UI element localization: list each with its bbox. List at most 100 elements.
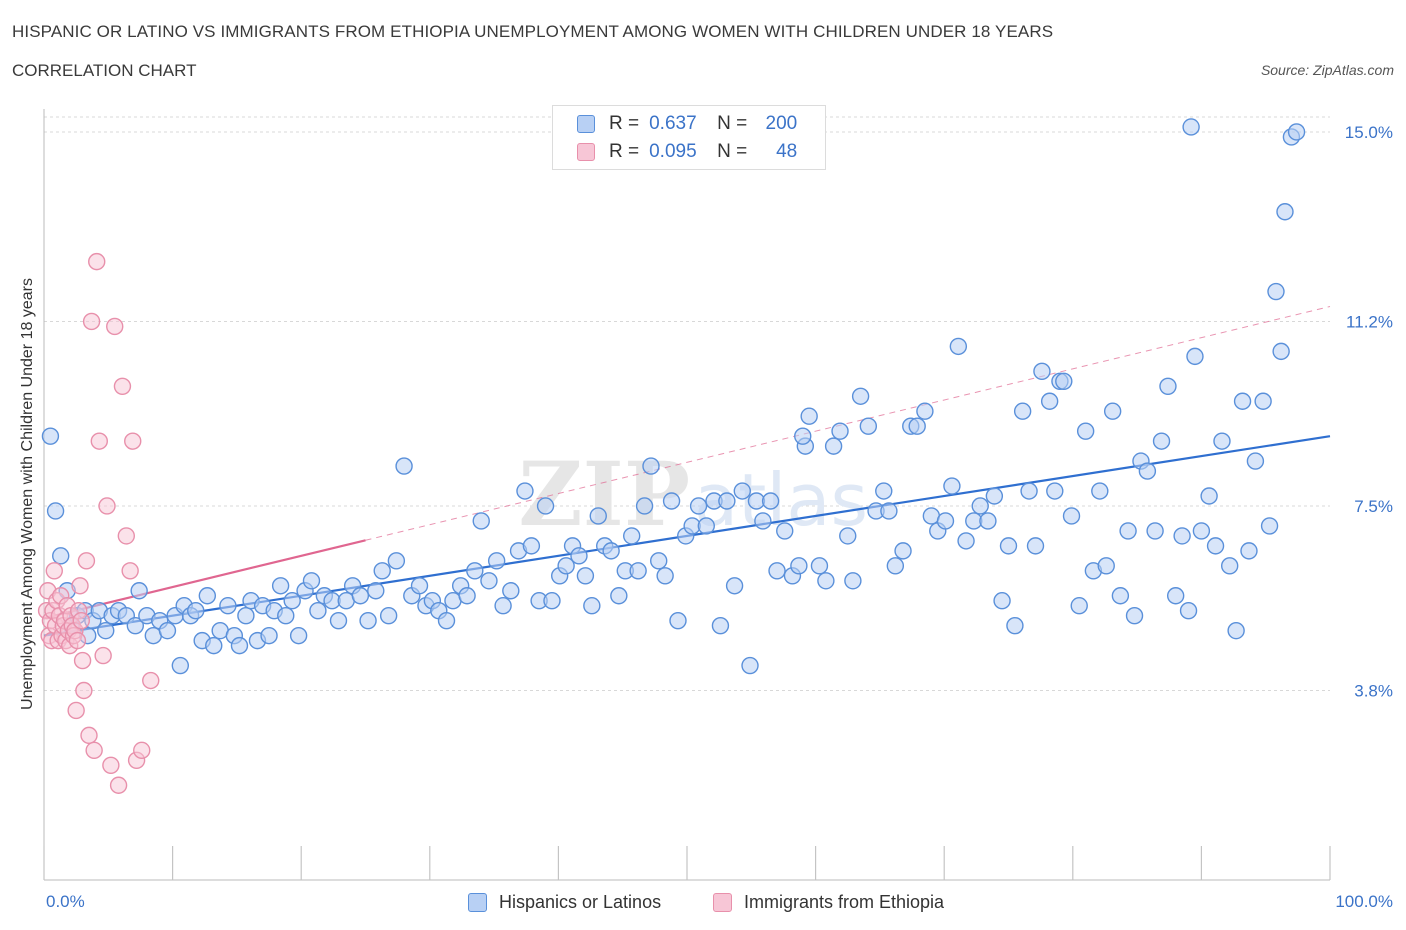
data-points [37, 118, 1306, 794]
point-hispanic [359, 611, 377, 630]
pink-swatch [713, 892, 732, 912]
point-hispanic [1062, 507, 1081, 525]
legend-row-ethiopia: R = 0.095 N = 48 [577, 139, 797, 165]
point-ethiopia [121, 562, 139, 580]
point-hispanic [583, 597, 601, 615]
point-hispanic [516, 482, 534, 500]
point-hispanic [1267, 282, 1285, 301]
point-hispanic [52, 547, 70, 565]
point-ethiopia [90, 432, 108, 450]
point-hispanic [894, 542, 912, 560]
point-hispanic [1013, 402, 1032, 420]
y-tick-label: 7.5% [1354, 497, 1393, 516]
point-hispanic [1070, 597, 1088, 615]
point-hispanic [623, 527, 641, 545]
point-hispanic [1166, 587, 1185, 605]
point-hispanic [880, 502, 898, 520]
point-hispanic [1146, 522, 1164, 540]
r-label: R = [609, 113, 640, 134]
point-ethiopia [133, 741, 151, 760]
point-ethiopia [73, 651, 92, 670]
point-hispanic [985, 487, 1004, 505]
point-hispanic [219, 597, 237, 615]
point-hispanic [1233, 392, 1252, 410]
point-hispanic [1192, 522, 1211, 540]
point-hispanic [1046, 482, 1064, 500]
point-hispanic [859, 417, 878, 435]
point-hispanic [1076, 422, 1095, 440]
point-hispanic [1026, 537, 1045, 555]
point-hispanic [1138, 462, 1157, 480]
point-hispanic [817, 572, 835, 590]
point-hispanic [949, 337, 968, 356]
point-hispanic [831, 422, 849, 440]
y-tick-label: 15.0% [1345, 123, 1393, 142]
point-hispanic [387, 552, 406, 570]
point-ethiopia [113, 377, 132, 395]
x-tick-label: 100.0% [1335, 892, 1393, 911]
point-hispanic [329, 611, 348, 630]
point-hispanic [1272, 342, 1290, 361]
point-hispanic [718, 492, 736, 510]
point-hispanic [993, 592, 1011, 610]
point-hispanic [237, 606, 255, 625]
point-hispanic [437, 611, 456, 630]
point-hispanic [886, 557, 905, 575]
legend-item-hispanic[interactable]: Hispanics or Latinos [468, 889, 661, 915]
point-hispanic [629, 562, 647, 580]
x-tick-label: 0.0% [46, 892, 85, 911]
point-hispanic [1152, 432, 1171, 450]
point-hispanic [271, 577, 290, 595]
point-hispanic [656, 567, 674, 585]
point-hispanic [689, 497, 708, 515]
point-hispanic [502, 582, 520, 600]
point-hispanic [1227, 621, 1245, 640]
point-hispanic [916, 402, 934, 420]
point-hispanic [410, 577, 429, 595]
point-hispanic [1040, 392, 1059, 410]
point-hispanic [844, 572, 862, 590]
point-hispanic [1200, 487, 1218, 505]
point-hispanic [1055, 372, 1073, 391]
point-hispanic [1186, 347, 1204, 366]
point-hispanic [697, 517, 715, 535]
point-hispanic [875, 482, 893, 500]
point-hispanic [171, 656, 190, 675]
pink-swatch [577, 143, 595, 161]
point-hispanic [97, 621, 115, 640]
legend-label-ethiopia: Immigrants from Ethiopia [744, 891, 945, 912]
point-hispanic [158, 621, 177, 640]
source-credit: Source: ZipAtlas.com [1260, 62, 1394, 78]
point-hispanic [971, 497, 989, 515]
point-hispanic [1246, 452, 1265, 470]
point-hispanic [1206, 537, 1225, 555]
point-hispanic [741, 656, 759, 675]
point-hispanic [979, 512, 997, 530]
point-ethiopia [94, 646, 112, 665]
point-hispanic [800, 407, 818, 425]
point-ethiopia [142, 671, 160, 690]
point-hispanic [1179, 602, 1198, 620]
y-tick-label: 3.8% [1354, 681, 1393, 700]
point-ethiopia [109, 776, 128, 794]
point-hispanic [466, 562, 484, 580]
point-hispanic [839, 527, 857, 545]
axes [43, 109, 1331, 881]
point-hispanic [669, 611, 687, 630]
trend-line-ethiopia-dashed [365, 306, 1331, 541]
legend-item-ethiopia[interactable]: Immigrants from Ethiopia [713, 889, 944, 915]
point-hispanic [999, 537, 1018, 555]
point-ethiopia [77, 552, 96, 570]
point-hispanic [794, 427, 812, 445]
point-hispanic [367, 582, 385, 600]
point-hispanic [557, 557, 575, 575]
point-hispanic [602, 542, 620, 560]
point-hispanic [1287, 123, 1306, 141]
grid [44, 116, 1330, 691]
point-ethiopia [72, 611, 90, 630]
correlation-legend: R = 0.637 N = 200 R = 0.095 N = 48 [552, 105, 826, 170]
point-ethiopia [102, 756, 120, 775]
n-value: 48 [776, 141, 798, 162]
point-hispanic [610, 587, 628, 605]
